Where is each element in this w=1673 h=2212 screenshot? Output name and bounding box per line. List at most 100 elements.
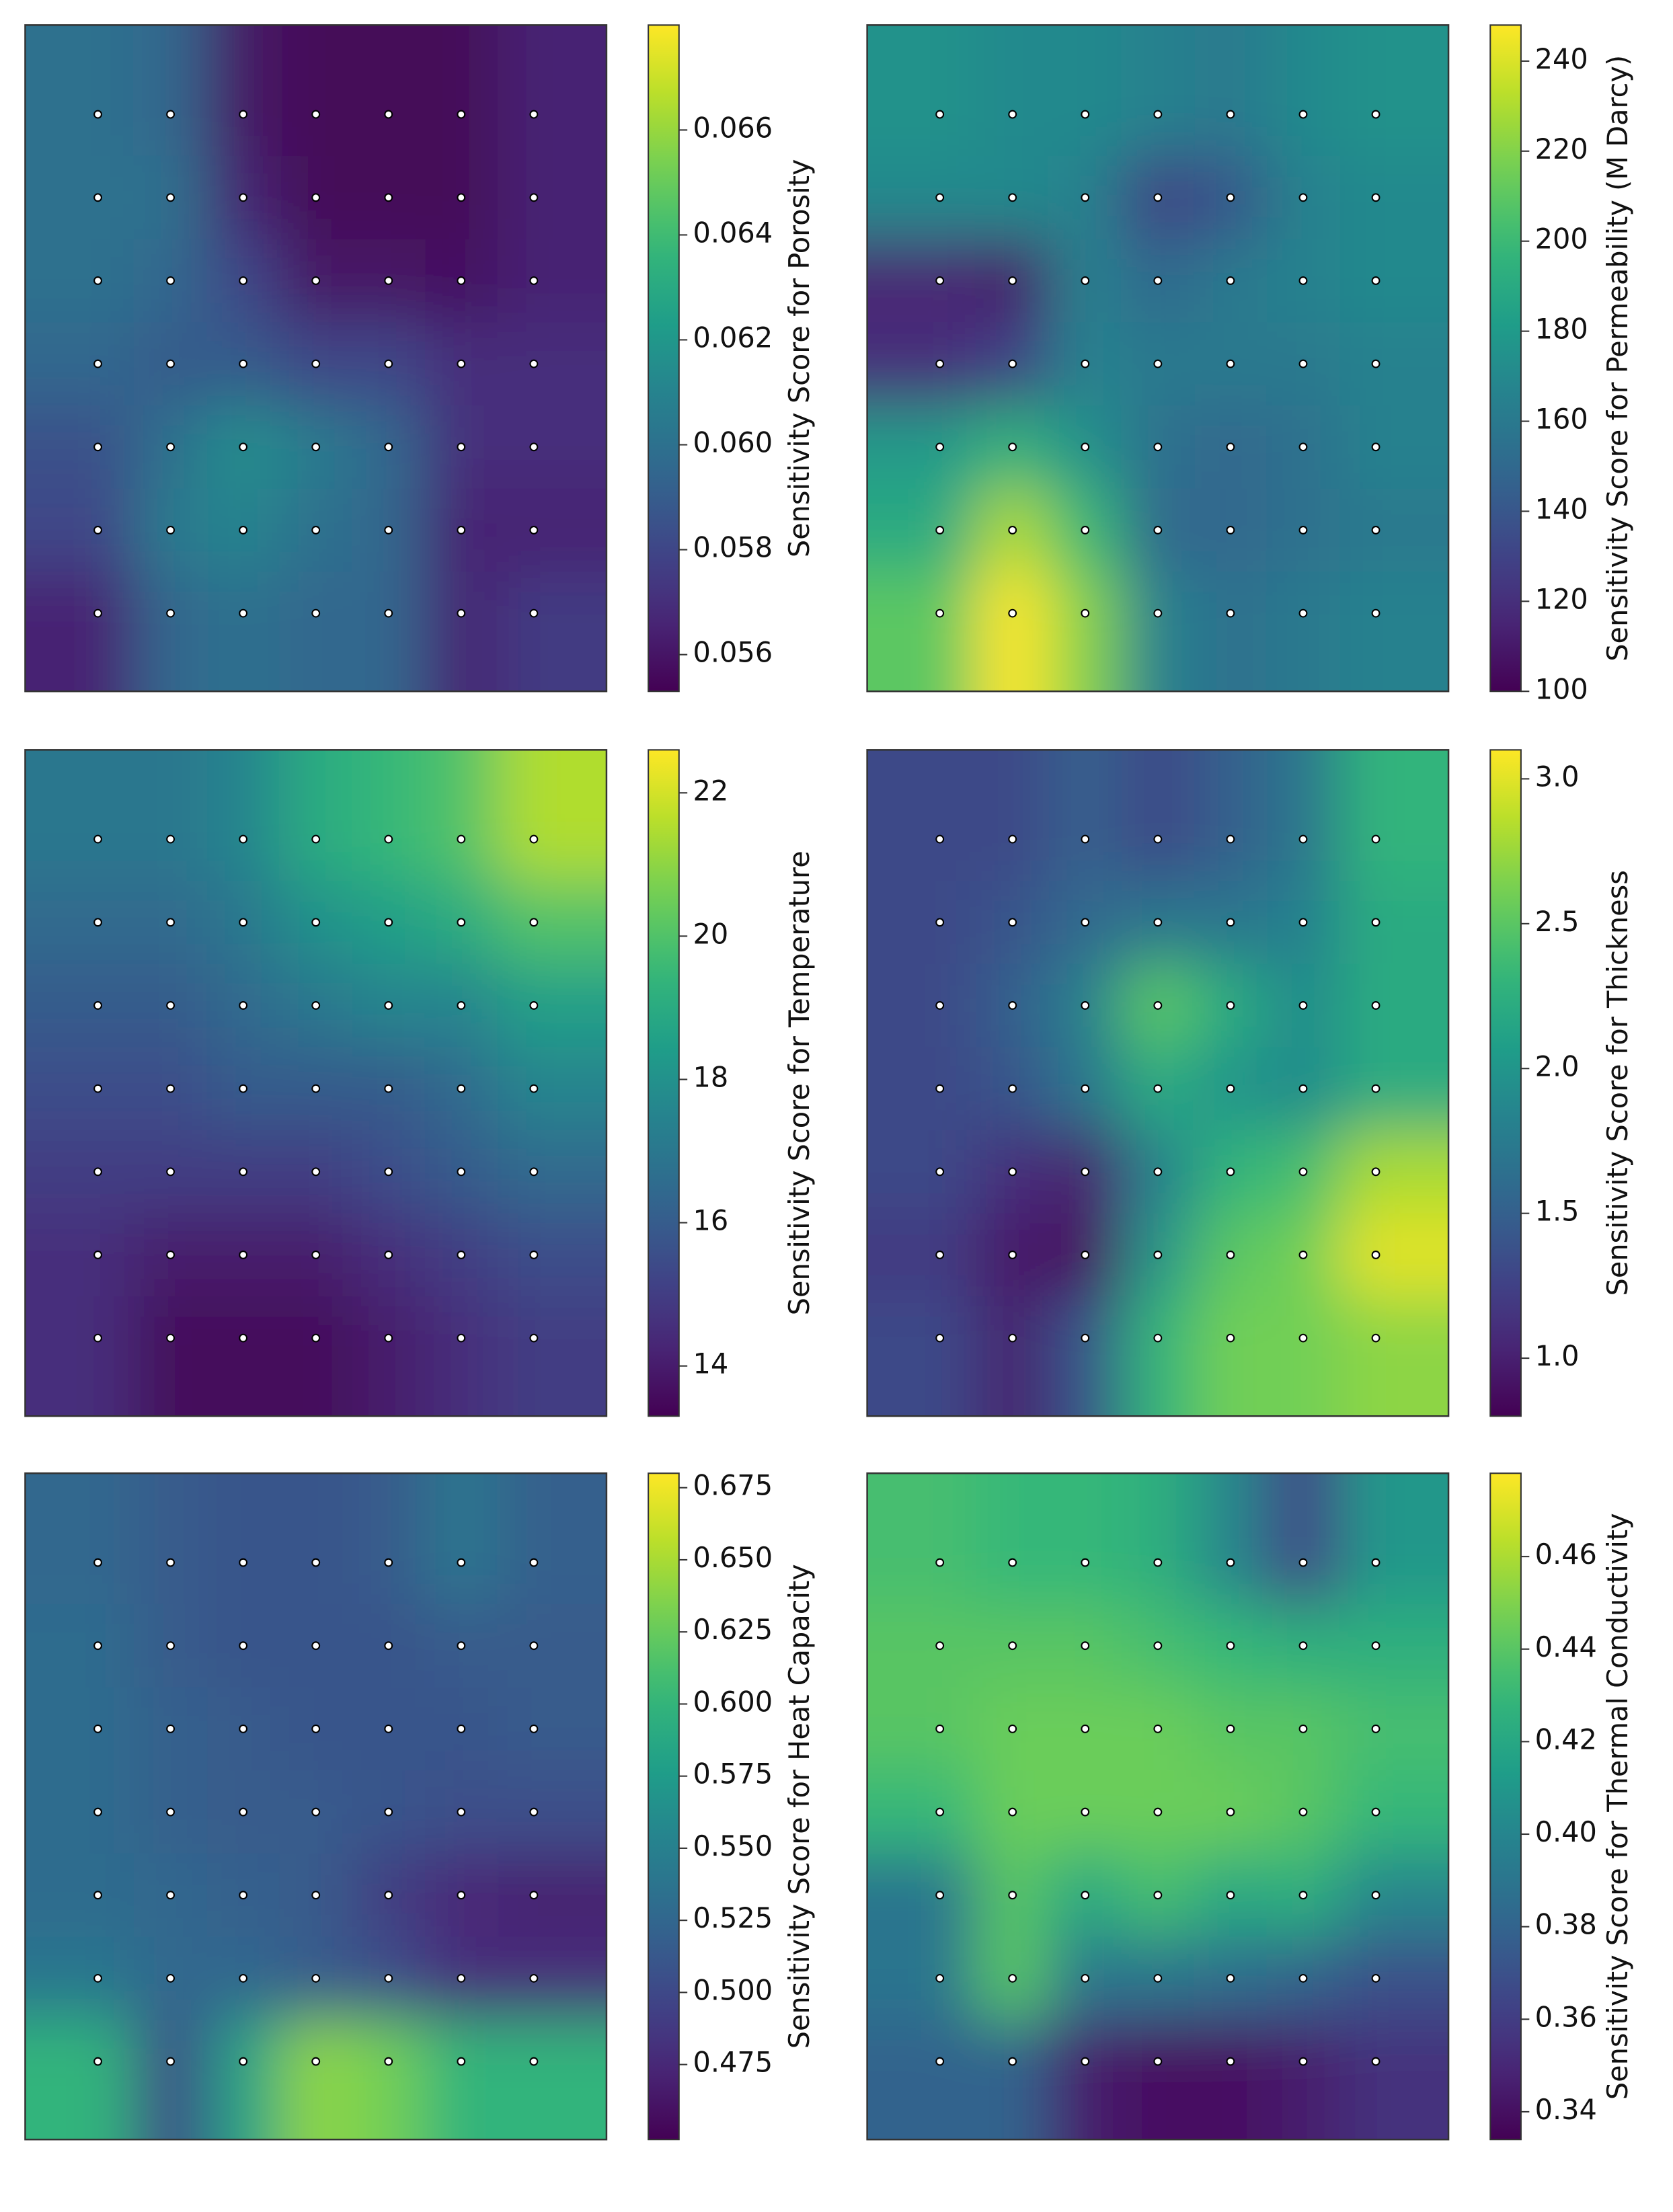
heatmap-cell [1048, 750, 1122, 881]
colorbar-tick-label: 220 [1535, 133, 1588, 165]
sample-point [457, 1973, 466, 1983]
colorbar-tick-label: 140 [1535, 493, 1588, 525]
sample-point [1226, 2057, 1235, 2066]
sample-point [311, 2057, 321, 2066]
sample-point [1008, 1333, 1017, 1343]
sample-point [1153, 276, 1163, 285]
sample-point [1008, 359, 1017, 368]
heatmap-cell [134, 750, 208, 881]
sample-point [311, 1891, 321, 1900]
sample-point [1081, 1724, 1090, 1733]
sample-point [1153, 1251, 1163, 1259]
heatmap-area [25, 1473, 607, 2140]
sample-point [239, 442, 248, 452]
colorbar-tick-label: 0.475 [693, 2047, 773, 2079]
colorbar [648, 1472, 680, 2141]
sample-point [457, 1001, 466, 1010]
sample-point [457, 918, 466, 927]
sample-point [1298, 110, 1308, 119]
sample-point [384, 608, 393, 618]
sample-point [239, 1724, 248, 1733]
colorbar-label: Sensitivity Score for Heat Capacity [783, 1564, 816, 2049]
heatmap-cell [1121, 1296, 1195, 1417]
sample-point [1298, 1891, 1308, 1900]
heatmap-cell [206, 25, 280, 157]
sample-point [166, 110, 176, 119]
heatmap-cell [976, 1473, 1050, 1605]
sample-point [529, 834, 539, 844]
sample-point [1298, 276, 1308, 285]
sample-point [1153, 359, 1163, 368]
sample-point [384, 1001, 393, 1010]
heatmap-cell [1194, 2020, 1268, 2140]
sample-point [1081, 442, 1090, 452]
heatmap-cell [25, 1604, 135, 1688]
sample-point [1298, 193, 1308, 202]
heatmap-cell [25, 322, 135, 406]
colorbar-tick-label: 22 [693, 775, 728, 807]
sample-point [1008, 1251, 1017, 1259]
sample-point [1226, 918, 1235, 927]
sample-point [93, 918, 102, 927]
heatmap-cell [497, 571, 607, 692]
sample-point [93, 1558, 102, 1567]
sample-point [1081, 918, 1090, 927]
sample-point [1153, 110, 1163, 119]
sample-point [1081, 1001, 1090, 1010]
heatmap-cell [1048, 25, 1122, 157]
heatmap-cell [134, 25, 208, 157]
heatmap-cell [25, 155, 135, 240]
sample-point [384, 193, 393, 202]
sample-point [311, 1167, 321, 1177]
heatmap-cell [352, 2020, 426, 2140]
heatmap-cell [867, 1213, 977, 1298]
heatmap-cell [497, 239, 607, 323]
sample-point [1081, 1167, 1090, 1177]
sample-point [529, 1724, 539, 1733]
heatmap-cell [1339, 1936, 1449, 2021]
sample-point [384, 1167, 393, 1177]
sample-point [93, 359, 102, 368]
sample-point [935, 1973, 945, 1983]
heatmap-cell [25, 1853, 135, 1938]
colorbar [1489, 749, 1522, 1417]
sample-point [166, 1333, 176, 1343]
sample-point [239, 193, 248, 202]
sample-point [166, 2057, 176, 2066]
sample-point [1081, 110, 1090, 119]
heatmap-cell [25, 1047, 135, 1131]
sample-point [311, 1084, 321, 1093]
heatmap-cell [497, 1473, 607, 1605]
heatmap-area [867, 25, 1449, 692]
colorbar [1489, 24, 1522, 693]
colorbar-tick-label: 20 [693, 918, 728, 950]
heatmap-cell [25, 571, 135, 692]
sample-point [1008, 1891, 1017, 1900]
colorbar-tick-label: 120 [1535, 583, 1588, 615]
heatmap-field [867, 1473, 1449, 2140]
sample-point [1008, 1973, 1017, 1983]
heatmap-cell [867, 1130, 977, 1214]
colorbar-tick-label: 0.44 [1535, 1631, 1597, 1663]
sample-point [1008, 1807, 1017, 1817]
heatmap-cell [25, 1130, 135, 1214]
heatmap-cell [279, 750, 353, 881]
sample-point [1371, 1001, 1380, 1010]
sample-point [1226, 526, 1235, 535]
heatmap-cell [1339, 750, 1449, 881]
sample-point [457, 1891, 466, 1900]
sample-point [529, 193, 539, 202]
sample-point [1371, 1251, 1380, 1259]
sample-point [166, 1891, 176, 1900]
plot-frame [24, 1472, 608, 2141]
sample-point [1153, 1641, 1163, 1651]
heatmap-cell [497, 1770, 607, 1854]
sample-point [1371, 1558, 1380, 1567]
sample-point [935, 1558, 945, 1567]
colorbar-tick-label: 200 [1535, 223, 1588, 255]
heatmap-cell [1048, 1296, 1122, 1417]
sample-point [1226, 1001, 1235, 1010]
heatmap-cell [497, 1853, 607, 1938]
